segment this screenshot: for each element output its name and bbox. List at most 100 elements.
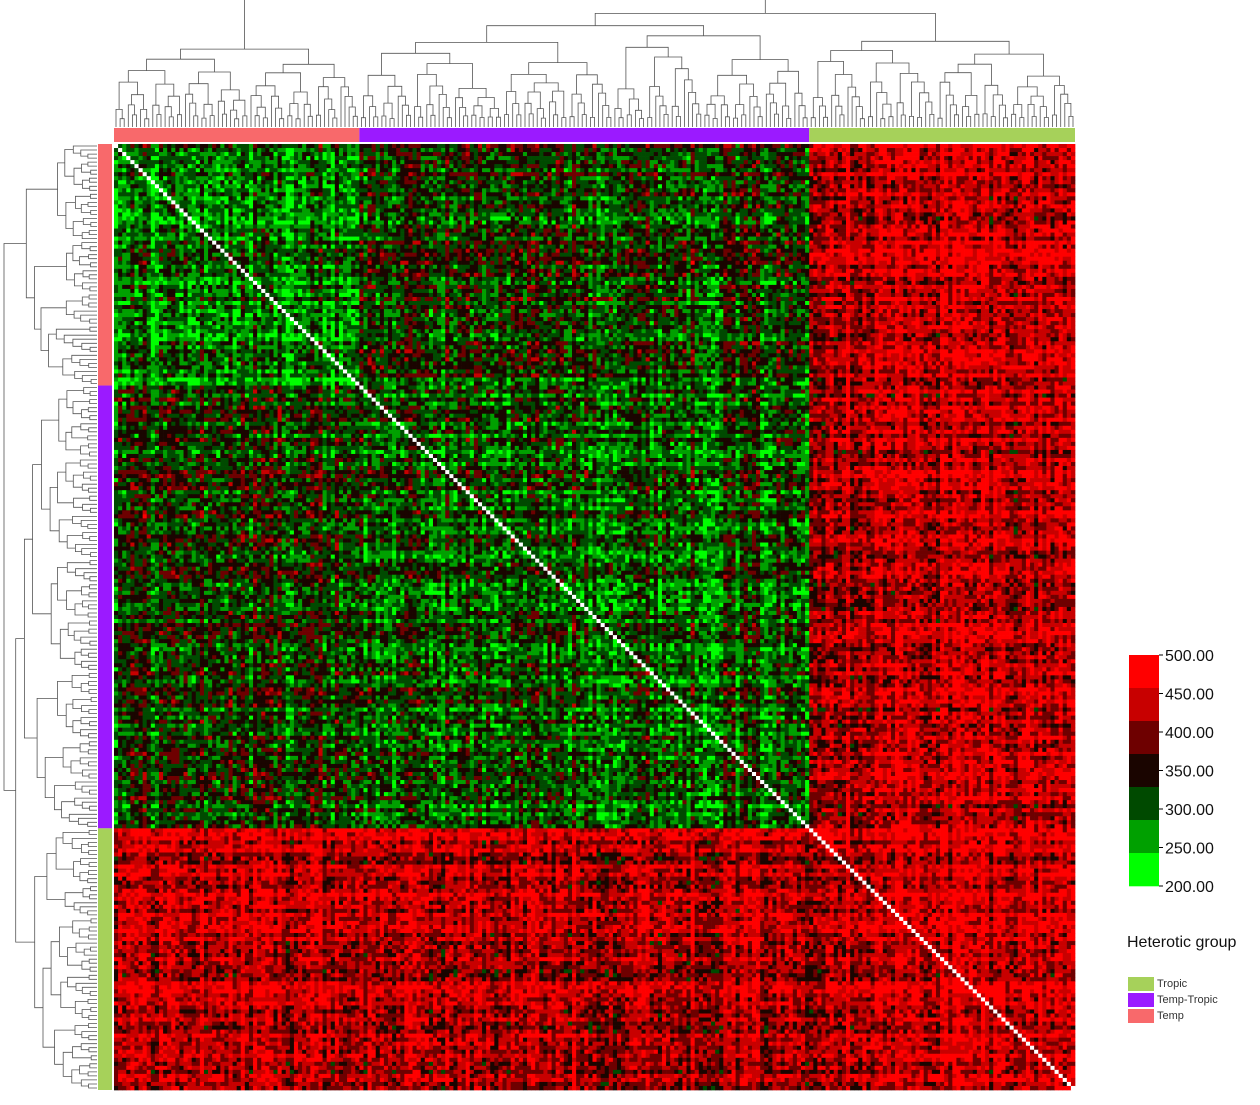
heatmap-cell: [151, 168, 155, 172]
heatmap-cell: [625, 160, 629, 164]
heatmap-cell: [474, 156, 478, 160]
heatmap-cell: [368, 172, 372, 176]
heatmap-cell: [858, 168, 862, 172]
heatmap-cell: [130, 172, 134, 176]
heatmap-cell: [609, 172, 613, 176]
heatmap-cell: [965, 152, 969, 156]
heatmap-cell: [572, 168, 576, 172]
heatmap-cell: [539, 164, 543, 168]
heatmap-cell: [257, 168, 261, 172]
heatmap-cell: [785, 148, 789, 152]
heatmap-cell: [707, 152, 711, 156]
heatmap-cell: [126, 156, 130, 160]
heatmap-cell: [527, 172, 531, 176]
heatmap-cell: [408, 168, 412, 172]
heatmap-cell: [1026, 144, 1030, 148]
heatmap-cell: [224, 160, 228, 164]
heatmap-cell: [830, 160, 834, 164]
heatmap-cell: [351, 164, 355, 168]
heatmap-cell: [188, 172, 192, 176]
heatmap-cell: [1067, 148, 1071, 152]
heatmap-cell: [1046, 160, 1050, 164]
heatmap-cell: [175, 148, 179, 152]
heatmap-cell: [916, 144, 920, 148]
heatmap-cell: [380, 156, 384, 160]
heatmap-cell: [314, 160, 318, 164]
heatmap-cell: [850, 164, 854, 168]
heatmap-cell: [592, 160, 596, 164]
heatmap-cell: [298, 148, 302, 152]
heatmap-cell: [1063, 160, 1067, 164]
heatmap-cell: [572, 160, 576, 164]
heatmap-cell: [1055, 144, 1059, 148]
heatmap-cell: [1071, 148, 1075, 152]
heatmap-cell: [793, 164, 797, 168]
heatmap-cell: [654, 168, 658, 172]
heatmap-cell: [130, 164, 134, 168]
heatmap-cell: [511, 172, 515, 176]
heatmap-cell: [993, 144, 997, 148]
heatmap-cell: [151, 172, 155, 176]
heatmap-cell: [907, 144, 911, 148]
heatmap-cell: [838, 164, 842, 168]
heatmap-cell: [490, 148, 494, 152]
heatmap-cell: [286, 172, 290, 176]
heatmap-cell: [261, 164, 265, 168]
heatmap-cell: [498, 156, 502, 160]
heatmap-cell: [674, 156, 678, 160]
heatmap-cell: [372, 168, 376, 172]
heatmap-cell: [376, 160, 380, 164]
heatmap-cell: [196, 160, 200, 164]
heatmap-cell: [543, 160, 547, 164]
heatmap-cell: [147, 172, 151, 176]
heatmap-cell: [229, 152, 233, 156]
heatmap-cell: [404, 172, 408, 176]
heatmap-cell: [1034, 152, 1038, 156]
heatmap-cell: [572, 172, 576, 176]
heatmap-cell: [429, 148, 433, 152]
heatmap-cell: [269, 144, 273, 148]
heatmap-cell: [568, 148, 572, 152]
heatmap-cell: [458, 160, 462, 164]
heatmap-cell: [601, 156, 605, 160]
heatmap-cell: [237, 156, 241, 160]
heatmap-cell: [421, 152, 425, 156]
heatmap-cell: [956, 152, 960, 156]
heatmap-cell: [911, 168, 915, 172]
heatmap-cell: [363, 148, 367, 152]
heatmap-cell: [470, 160, 474, 164]
heatmap-cell: [433, 148, 437, 152]
heatmap-cell: [637, 148, 641, 152]
heatmap-cell: [408, 172, 412, 176]
heatmap-cell: [707, 148, 711, 152]
heatmap-cell: [756, 168, 760, 172]
heatmap-cell: [936, 148, 940, 152]
heatmap-cell: [400, 148, 404, 152]
heatmap-cell: [613, 168, 617, 172]
heatmap-cell: [1022, 148, 1026, 152]
heatmap-cell: [179, 164, 183, 168]
heatmap-cell: [903, 160, 907, 164]
heatmap-cell: [171, 152, 175, 156]
heatmap-cell: [834, 164, 838, 168]
heatmap-cell: [891, 156, 895, 160]
heatmap-cell: [977, 160, 981, 164]
heatmap-cell: [924, 168, 928, 172]
heatmap-cell: [842, 164, 846, 168]
heatmap-cell: [118, 152, 122, 156]
heatmap-cell: [376, 172, 380, 176]
heatmap-cell: [887, 160, 891, 164]
heatmap-cell: [310, 168, 314, 172]
heatmap-cell: [306, 148, 310, 152]
heatmap-cell: [826, 156, 830, 160]
heatmap-cell: [134, 156, 138, 160]
heatmap-cell: [139, 152, 143, 156]
heatmap-cell: [854, 160, 858, 164]
heatmap-cell: [261, 148, 265, 152]
heatmap-cell: [588, 168, 592, 172]
heatmap-cell: [740, 164, 744, 168]
heatmap-cell: [384, 168, 388, 172]
heatmap-cell: [568, 160, 572, 164]
heatmap-cell: [1063, 164, 1067, 168]
heatmap-cell: [245, 164, 249, 168]
